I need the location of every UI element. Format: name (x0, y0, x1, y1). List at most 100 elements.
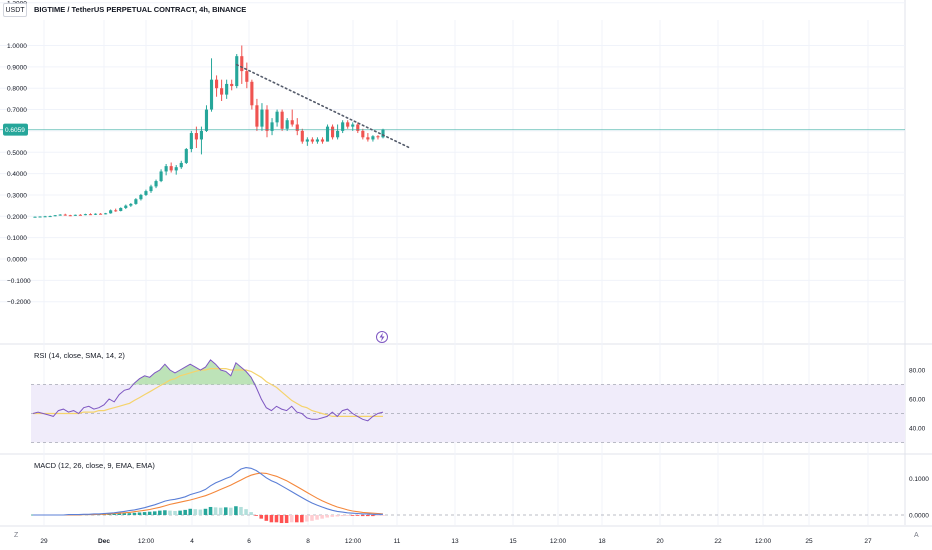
time-axis-label: 11 (394, 538, 401, 545)
time-axis-label: 25 (805, 538, 813, 545)
time-axis-label: 29 (40, 538, 48, 545)
price-tick-label: 0.2000 (7, 214, 27, 221)
macd-histogram-bar (355, 515, 360, 516)
candle-body (235, 56, 239, 87)
candle-body (351, 124, 355, 127)
macd-histogram-bar (112, 513, 116, 515)
last-price-label: 0.6059 (5, 127, 25, 134)
rsi-line (32, 359, 384, 422)
time-axis-label: 8 (306, 538, 310, 545)
macd-histogram-bar (289, 515, 294, 523)
candle-body (215, 79, 219, 89)
candle-body (285, 120, 289, 129)
macd-histogram-bar (254, 515, 258, 516)
candle-body (245, 71, 249, 82)
price-tick-label: 0.9000 (7, 64, 27, 71)
macd-histogram-bar (163, 510, 167, 515)
time-axis-label: 12:00 (550, 538, 567, 545)
candle-body (270, 122, 274, 131)
candle-body (99, 213, 103, 215)
candle-body (341, 122, 345, 131)
candle-body (250, 81, 254, 106)
time-axis-label: 12:00 (138, 538, 155, 545)
time-axis-label: 12:00 (755, 538, 772, 545)
macd-histogram-bar (335, 515, 340, 517)
time-axis-label: Dec (98, 538, 110, 545)
macd-histogram-bar (259, 515, 264, 519)
rsi-overbought-fill (33, 359, 383, 385)
lightning-icon-glyph (379, 332, 385, 342)
macd-histogram-bar (117, 513, 122, 515)
macd-histogram-bar (234, 506, 238, 515)
macd-histogram-bar (152, 511, 157, 515)
macd-histogram-bar (376, 515, 380, 516)
macd-histogram-bar (269, 515, 274, 523)
candle-body (371, 136, 375, 140)
candle-body (381, 129, 385, 138)
macd-histogram-bar (208, 506, 213, 515)
candle-body (119, 207, 123, 211)
candle-body (114, 210, 118, 212)
macd-histogram-bar (320, 515, 324, 519)
time-axis-label: 4 (190, 538, 194, 545)
rsi-ma-line (33, 368, 383, 417)
rsi-tick-label: 40.00 (909, 426, 926, 433)
macd-histogram-bar (330, 515, 335, 517)
candle-body (315, 139, 319, 142)
price-tick-label: −0.1000 (7, 278, 31, 285)
candle-body (361, 130, 365, 138)
time-axis-label: 27 (864, 538, 872, 545)
candle-body (376, 136, 380, 138)
macd-histogram-bar (218, 507, 223, 515)
rsi-tick-label: 80.00 (909, 368, 926, 375)
macd-histogram-bar (345, 515, 350, 516)
time-axis-label: 22 (714, 538, 722, 545)
candle-body (230, 83, 234, 87)
candle-body (280, 111, 284, 129)
price-tick-label: 0.7000 (7, 107, 27, 114)
macd-tick-label: 0.1000 (909, 476, 929, 483)
candle-body (204, 109, 209, 131)
candle-body (225, 83, 229, 95)
macd-histogram-bar (122, 513, 127, 515)
price-tick-label: 0.0000 (7, 257, 27, 264)
candle-body (48, 216, 52, 218)
candle-body (325, 126, 330, 142)
candle-body (164, 166, 168, 172)
macd-histogram-bar (147, 511, 152, 515)
candle-body (169, 166, 173, 171)
macd-histogram-bar (381, 515, 385, 516)
corner-right-label[interactable]: A (914, 532, 919, 539)
macd-histogram-bar (158, 510, 162, 515)
macd-line (33, 467, 383, 516)
candle-body (184, 149, 188, 163)
price-tick-label: 0.5000 (7, 150, 27, 157)
macd-histogram-bar (173, 510, 177, 515)
candle-body (154, 181, 158, 187)
macd-histogram-bar (203, 508, 208, 515)
rsi-band (31, 384, 905, 443)
price-tick-label: 0.3000 (7, 192, 27, 199)
macd-histogram-bar (249, 512, 253, 515)
currency-button[interactable]: USDT (3, 3, 27, 17)
candle-body (149, 186, 153, 192)
macd-histogram-bar (350, 515, 355, 516)
candle-body (73, 214, 77, 216)
macd-histogram-bar (264, 515, 269, 521)
macd-histogram-bar (315, 515, 319, 520)
candle-body (209, 79, 214, 110)
macd-histogram-bar (168, 510, 172, 515)
candle-body (33, 216, 37, 218)
candle-body (174, 167, 178, 171)
macd-histogram-bar (274, 515, 279, 523)
price-tick-label: 0.1000 (7, 235, 27, 242)
corner-left-label[interactable]: Z (14, 532, 19, 539)
candle-body (139, 194, 143, 200)
candle-body (240, 56, 244, 72)
candle-body (134, 199, 138, 204)
candle-body (129, 203, 133, 206)
candle-body (179, 162, 183, 168)
macd-histogram-bar (137, 512, 142, 515)
